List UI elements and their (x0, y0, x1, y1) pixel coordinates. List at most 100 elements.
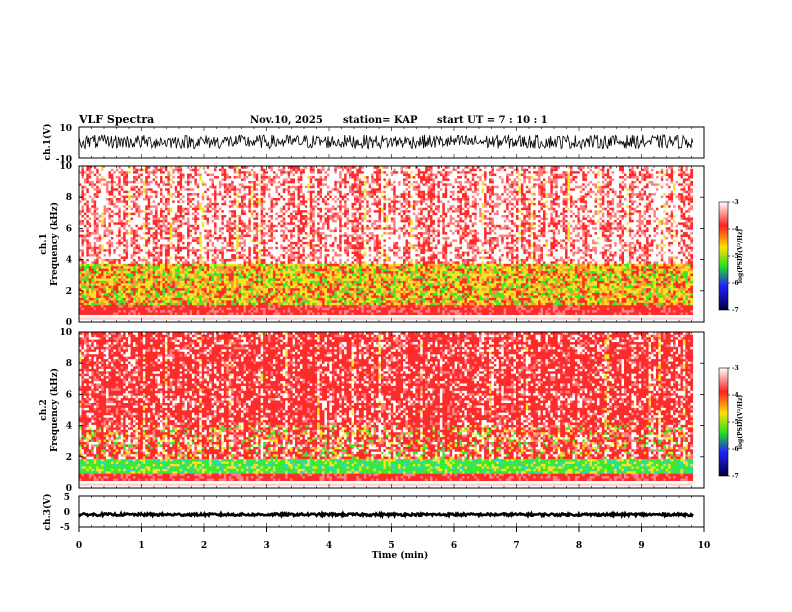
spectrogram-cell (106, 239, 109, 242)
spectrogram-cell (123, 293, 126, 296)
spectrogram-cell (81, 244, 84, 247)
spectrogram-cell (89, 195, 92, 198)
spectrogram-cell (94, 193, 97, 196)
spectrogram-cell (126, 205, 129, 208)
spectrogram-cell (135, 305, 138, 308)
spectrogram-cell (104, 278, 107, 281)
spectrogram-cell (96, 271, 99, 274)
spectrogram-cell (131, 312, 134, 315)
spectrogram-cell (123, 217, 126, 220)
spectrogram-cell (89, 288, 92, 291)
spectrogram-cell (128, 220, 131, 223)
spectrogram-cell (84, 256, 87, 259)
spectrogram-cell (113, 198, 116, 201)
spectrogram-cell (123, 295, 126, 298)
spectrogram-cell (131, 259, 134, 262)
spectrogram-cell (113, 244, 116, 247)
spectrogram-cell (131, 215, 134, 218)
spectrogram-cell (135, 249, 138, 252)
spectrogram-cell (113, 242, 116, 245)
spectrogram-cell (84, 198, 87, 201)
spectrogram-cell (104, 234, 107, 237)
spectrogram-cell (108, 312, 111, 315)
spectrogram-cell (84, 276, 87, 279)
spectrogram-cell (133, 239, 136, 242)
spectrogram-cell (126, 171, 129, 174)
spectrogram-cell (118, 264, 121, 267)
spectrogram-cell (121, 168, 124, 171)
spectrogram-cell (84, 307, 87, 310)
spectrogram-cell (84, 310, 87, 313)
spectrogram-cell (84, 239, 87, 242)
spectrogram-cell (81, 193, 84, 196)
spectrogram-cell (118, 205, 121, 208)
spectrogram-cell (94, 259, 97, 262)
spectrogram-cell (113, 271, 116, 274)
spectrogram-cell (104, 285, 107, 288)
spectrogram-cell (91, 234, 94, 237)
spectrogram-cell (123, 290, 126, 293)
spectrogram-cell (91, 317, 94, 320)
spectrogram-cell (118, 310, 121, 313)
spectrogram-cell (133, 300, 136, 303)
spectrogram-cell (133, 303, 136, 306)
spectrogram-cell (108, 305, 111, 308)
spectrogram-cell (94, 254, 97, 257)
spectrogram-cell (91, 210, 94, 213)
spectrogram-cell (94, 171, 97, 174)
spectrogram-cell (96, 298, 99, 301)
spectrogram-cell (113, 200, 116, 203)
spectrogram-cell (128, 293, 131, 296)
spectrogram-cell (99, 210, 102, 213)
spectrogram-cell (96, 178, 99, 181)
spectrogram-cell (126, 246, 129, 249)
spectrogram-cell (86, 283, 89, 286)
spectrogram-cell (91, 186, 94, 189)
spectrogram-cell (126, 237, 129, 240)
spectrogram-cell (111, 312, 114, 315)
spectrogram-cell (96, 293, 99, 296)
spectrogram-cell (101, 234, 104, 237)
spectrogram-cell (81, 242, 84, 245)
spectrogram-cell (101, 300, 104, 303)
spectrogram-cell (116, 210, 119, 213)
spectrogram-cell (86, 237, 89, 240)
spectrogram-cell (99, 268, 102, 271)
spectrogram-cell (126, 312, 129, 315)
spectrogram-cell (99, 264, 102, 267)
spectrogram-cell (128, 290, 131, 293)
spectrogram-cell (101, 317, 104, 320)
spectrogram-cell (108, 295, 111, 298)
spectrogram-cell (123, 278, 126, 281)
spectrogram-cell (106, 229, 109, 232)
spectrogram-cell (116, 225, 119, 228)
spectrogram-cell (89, 212, 92, 215)
spectrogram-cell (96, 195, 99, 198)
spectrogram-cell (135, 239, 138, 242)
spectrogram-cell (121, 307, 124, 310)
spectrogram-cell (104, 237, 107, 240)
spectrogram-cell (96, 254, 99, 257)
spectrogram-cell (94, 227, 97, 230)
spectrogram-cell (108, 285, 111, 288)
spectrogram-cell (111, 246, 114, 249)
spectrogram-cell (135, 259, 138, 262)
spectrogram-cell (101, 242, 104, 245)
spectrogram-cell (126, 251, 129, 254)
spectrogram-cell (91, 281, 94, 284)
spectrogram-cell (86, 312, 89, 315)
spectrogram-cell (91, 244, 94, 247)
spectrogram-cell (111, 251, 114, 254)
spectrogram-cell (135, 176, 138, 179)
spectrogram-cell (121, 171, 124, 174)
spectrogram-cell (133, 256, 136, 259)
spectrogram-cell (113, 181, 116, 184)
spectrogram-cell (99, 281, 102, 284)
spectrogram-cell (118, 229, 121, 232)
spectrogram-cell (94, 261, 97, 264)
spectrogram-cell (126, 261, 129, 264)
spectrogram-cell (84, 210, 87, 213)
spectrogram-cell (91, 310, 94, 313)
spectrogram-cell (106, 181, 109, 184)
spectrogram-cell (113, 232, 116, 235)
